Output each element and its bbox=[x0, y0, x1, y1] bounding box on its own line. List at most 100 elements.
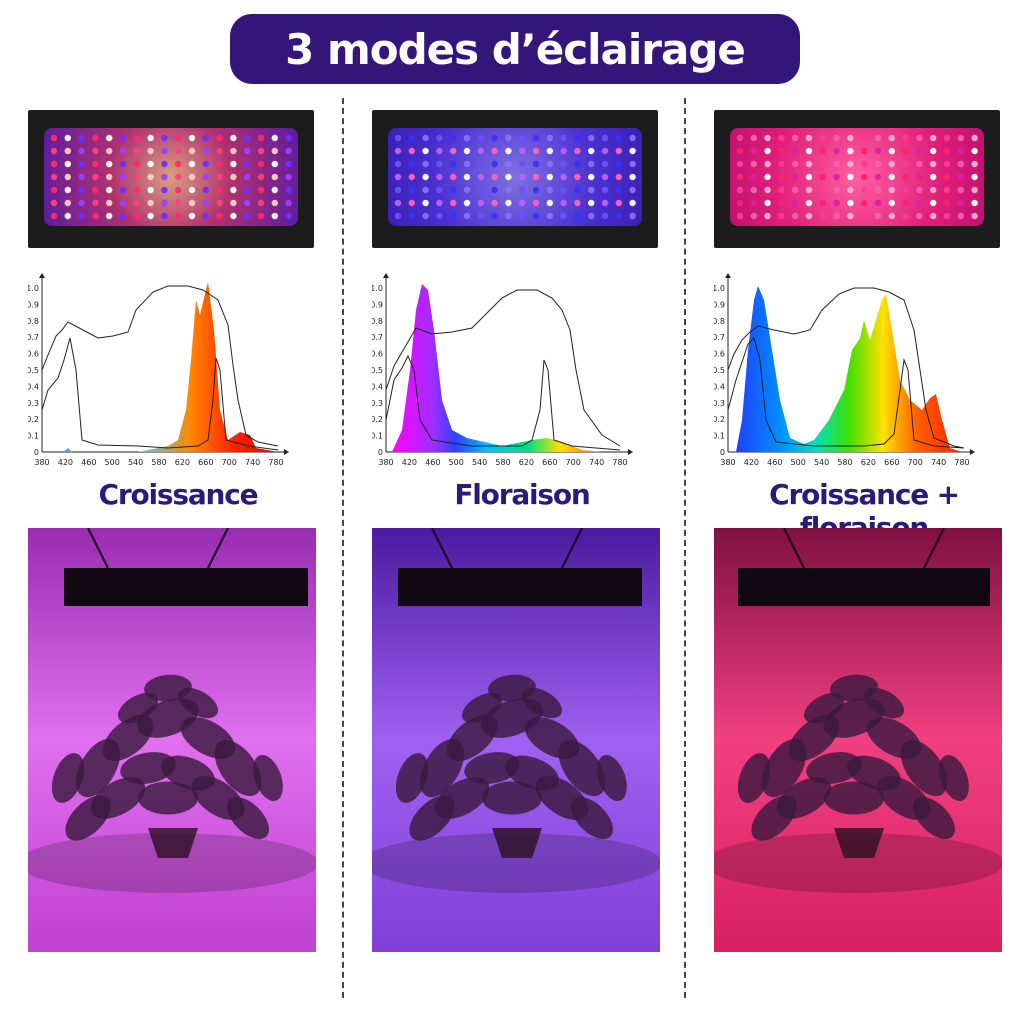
leaf bbox=[913, 797, 955, 839]
led bbox=[888, 134, 895, 142]
led bbox=[422, 134, 429, 142]
led-panel bbox=[372, 110, 658, 248]
led bbox=[188, 212, 196, 220]
led bbox=[519, 134, 526, 142]
led bbox=[833, 134, 840, 142]
led bbox=[477, 134, 484, 142]
led bbox=[408, 173, 415, 181]
led bbox=[574, 186, 581, 194]
led bbox=[833, 147, 840, 155]
led bbox=[574, 212, 581, 220]
led bbox=[601, 212, 609, 220]
led bbox=[161, 212, 168, 220]
led bbox=[230, 147, 237, 155]
led bbox=[971, 160, 978, 168]
led bbox=[943, 134, 951, 142]
y-tick-label: 0.7 bbox=[714, 333, 725, 342]
led bbox=[50, 147, 58, 155]
led bbox=[161, 160, 168, 168]
led bbox=[615, 199, 622, 207]
x-tick-label: 780 bbox=[612, 458, 627, 467]
led bbox=[106, 212, 113, 220]
led bbox=[422, 173, 429, 181]
led bbox=[408, 147, 415, 155]
led bbox=[588, 134, 595, 142]
y-tick-label: 0.3 bbox=[372, 399, 383, 408]
x-tick-label: 540 bbox=[128, 458, 143, 467]
led bbox=[930, 134, 937, 142]
led bbox=[491, 212, 498, 220]
plant bbox=[714, 674, 1002, 893]
led bbox=[216, 199, 223, 207]
leaf bbox=[409, 795, 455, 841]
led bbox=[778, 134, 785, 142]
led bbox=[588, 173, 595, 181]
led bbox=[257, 147, 265, 155]
led bbox=[560, 199, 567, 207]
led bbox=[147, 134, 154, 142]
leaf bbox=[761, 738, 807, 798]
led bbox=[902, 173, 909, 181]
led bbox=[874, 147, 882, 155]
led bbox=[92, 173, 99, 181]
led bbox=[175, 186, 182, 194]
y-tick-label: 0.6 bbox=[28, 350, 39, 359]
x-tick-label: 580 bbox=[495, 458, 510, 467]
led bbox=[778, 173, 785, 181]
y-tick-label: 0.4 bbox=[28, 382, 39, 391]
led bbox=[916, 186, 923, 194]
led bbox=[422, 212, 429, 220]
led bbox=[147, 199, 154, 207]
led bbox=[916, 147, 923, 155]
x-tick-label: 780 bbox=[268, 458, 283, 467]
reference-curve bbox=[727, 287, 965, 449]
x-tick-label: 540 bbox=[814, 458, 829, 467]
led bbox=[50, 186, 58, 194]
led bbox=[230, 212, 237, 220]
leaf bbox=[522, 687, 562, 719]
led bbox=[175, 199, 182, 207]
x-tick-label: 620 bbox=[175, 458, 190, 467]
led bbox=[463, 186, 471, 194]
led bbox=[519, 173, 526, 181]
y-tick-label: 0.4 bbox=[714, 382, 725, 391]
led bbox=[588, 147, 595, 155]
led bbox=[764, 199, 771, 207]
led bbox=[450, 212, 457, 220]
y-tick-label: 0.8 bbox=[714, 317, 725, 326]
led bbox=[861, 186, 868, 194]
led bbox=[560, 160, 567, 168]
mode-label: Croissance + floraison bbox=[769, 478, 960, 544]
led bbox=[202, 199, 209, 207]
led bbox=[244, 173, 251, 181]
plant-pot bbox=[148, 828, 198, 858]
led bbox=[230, 199, 237, 207]
led bbox=[50, 199, 58, 207]
leaf bbox=[65, 795, 111, 841]
led bbox=[133, 212, 140, 220]
led bbox=[778, 160, 785, 168]
led bbox=[271, 147, 278, 155]
page-title: 3 modes d’éclairage bbox=[285, 24, 746, 74]
led bbox=[574, 147, 581, 155]
led bbox=[750, 212, 757, 220]
x-tick-label: 580 bbox=[151, 458, 166, 467]
leaf bbox=[824, 781, 884, 815]
leaf bbox=[253, 754, 283, 802]
led bbox=[491, 173, 498, 181]
led-dots bbox=[50, 134, 292, 220]
led bbox=[78, 160, 85, 168]
led bbox=[629, 134, 636, 142]
led bbox=[943, 212, 951, 220]
led bbox=[216, 212, 223, 220]
led bbox=[805, 160, 813, 168]
led bbox=[764, 160, 771, 168]
led bbox=[188, 173, 196, 181]
led bbox=[957, 186, 964, 194]
led bbox=[230, 160, 237, 168]
y-tick-label: 0.7 bbox=[28, 333, 39, 342]
led bbox=[50, 160, 58, 168]
led bbox=[505, 147, 512, 155]
led bbox=[750, 173, 757, 181]
x-tick-label: 620 bbox=[861, 458, 876, 467]
